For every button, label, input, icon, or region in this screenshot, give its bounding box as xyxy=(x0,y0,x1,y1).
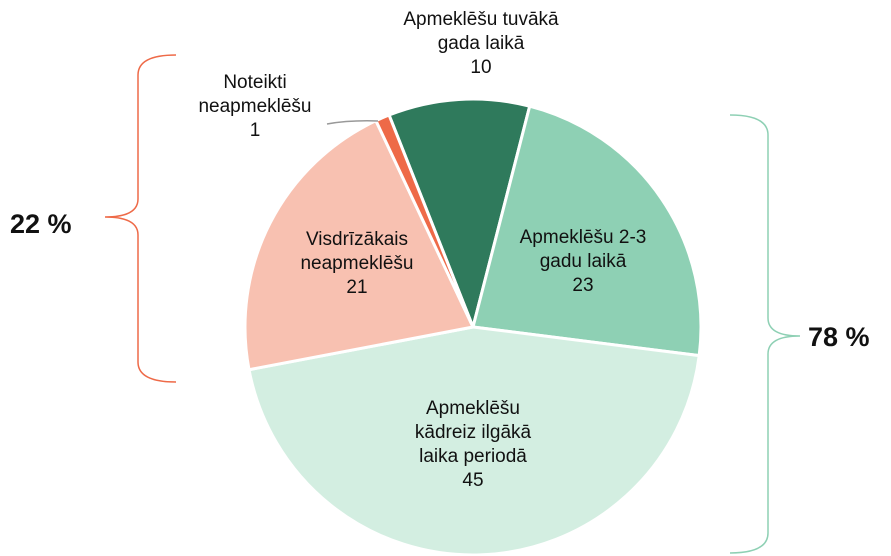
leader-line xyxy=(326,120,379,125)
bracket xyxy=(104,54,177,383)
label-line: laika periodā xyxy=(419,446,527,467)
label-line: kādreiz ilgākā xyxy=(415,422,532,443)
pie-slice xyxy=(471,104,703,358)
slice-value: 1 xyxy=(250,120,261,141)
label-line: Apmeklēšu 2-3 xyxy=(520,227,647,248)
annotation: 22 % xyxy=(10,209,72,239)
pie-slice xyxy=(243,118,476,372)
label-line: Apmeklēšu tuvākā xyxy=(403,9,559,30)
label-line: gada laikā xyxy=(438,33,525,54)
annotation: 78 % xyxy=(808,322,870,352)
slice-label: Apmeklēšu tuvākā gada laikā xyxy=(403,9,559,54)
pie-slice xyxy=(247,325,701,556)
label-line: Noteikti xyxy=(223,72,286,93)
slice-label: Apmeklēšu 2-3 gadu laikā xyxy=(520,227,647,272)
label-line: neapmeklēšu xyxy=(300,253,413,274)
slice-value: 10 xyxy=(470,57,491,78)
slice-label: Visdrīzākais neapmeklēšu xyxy=(300,229,413,274)
slice-value: 21 xyxy=(346,277,367,298)
slice-value: 45 xyxy=(462,470,483,491)
slice-value: 23 xyxy=(572,275,593,296)
pie-slice xyxy=(387,97,532,332)
label-line: neapmeklēšu xyxy=(198,96,311,117)
slice-label: Apmeklēšu kādreiz ilgākā laika periodā xyxy=(415,398,532,467)
label-line: Apmeklēšu xyxy=(426,398,520,419)
bracket xyxy=(729,114,801,554)
label-line: gadu laikā xyxy=(540,251,627,272)
label-line: Visdrīzākais xyxy=(306,229,408,250)
slice-label: Noteikti neapmeklēšu xyxy=(198,72,311,117)
